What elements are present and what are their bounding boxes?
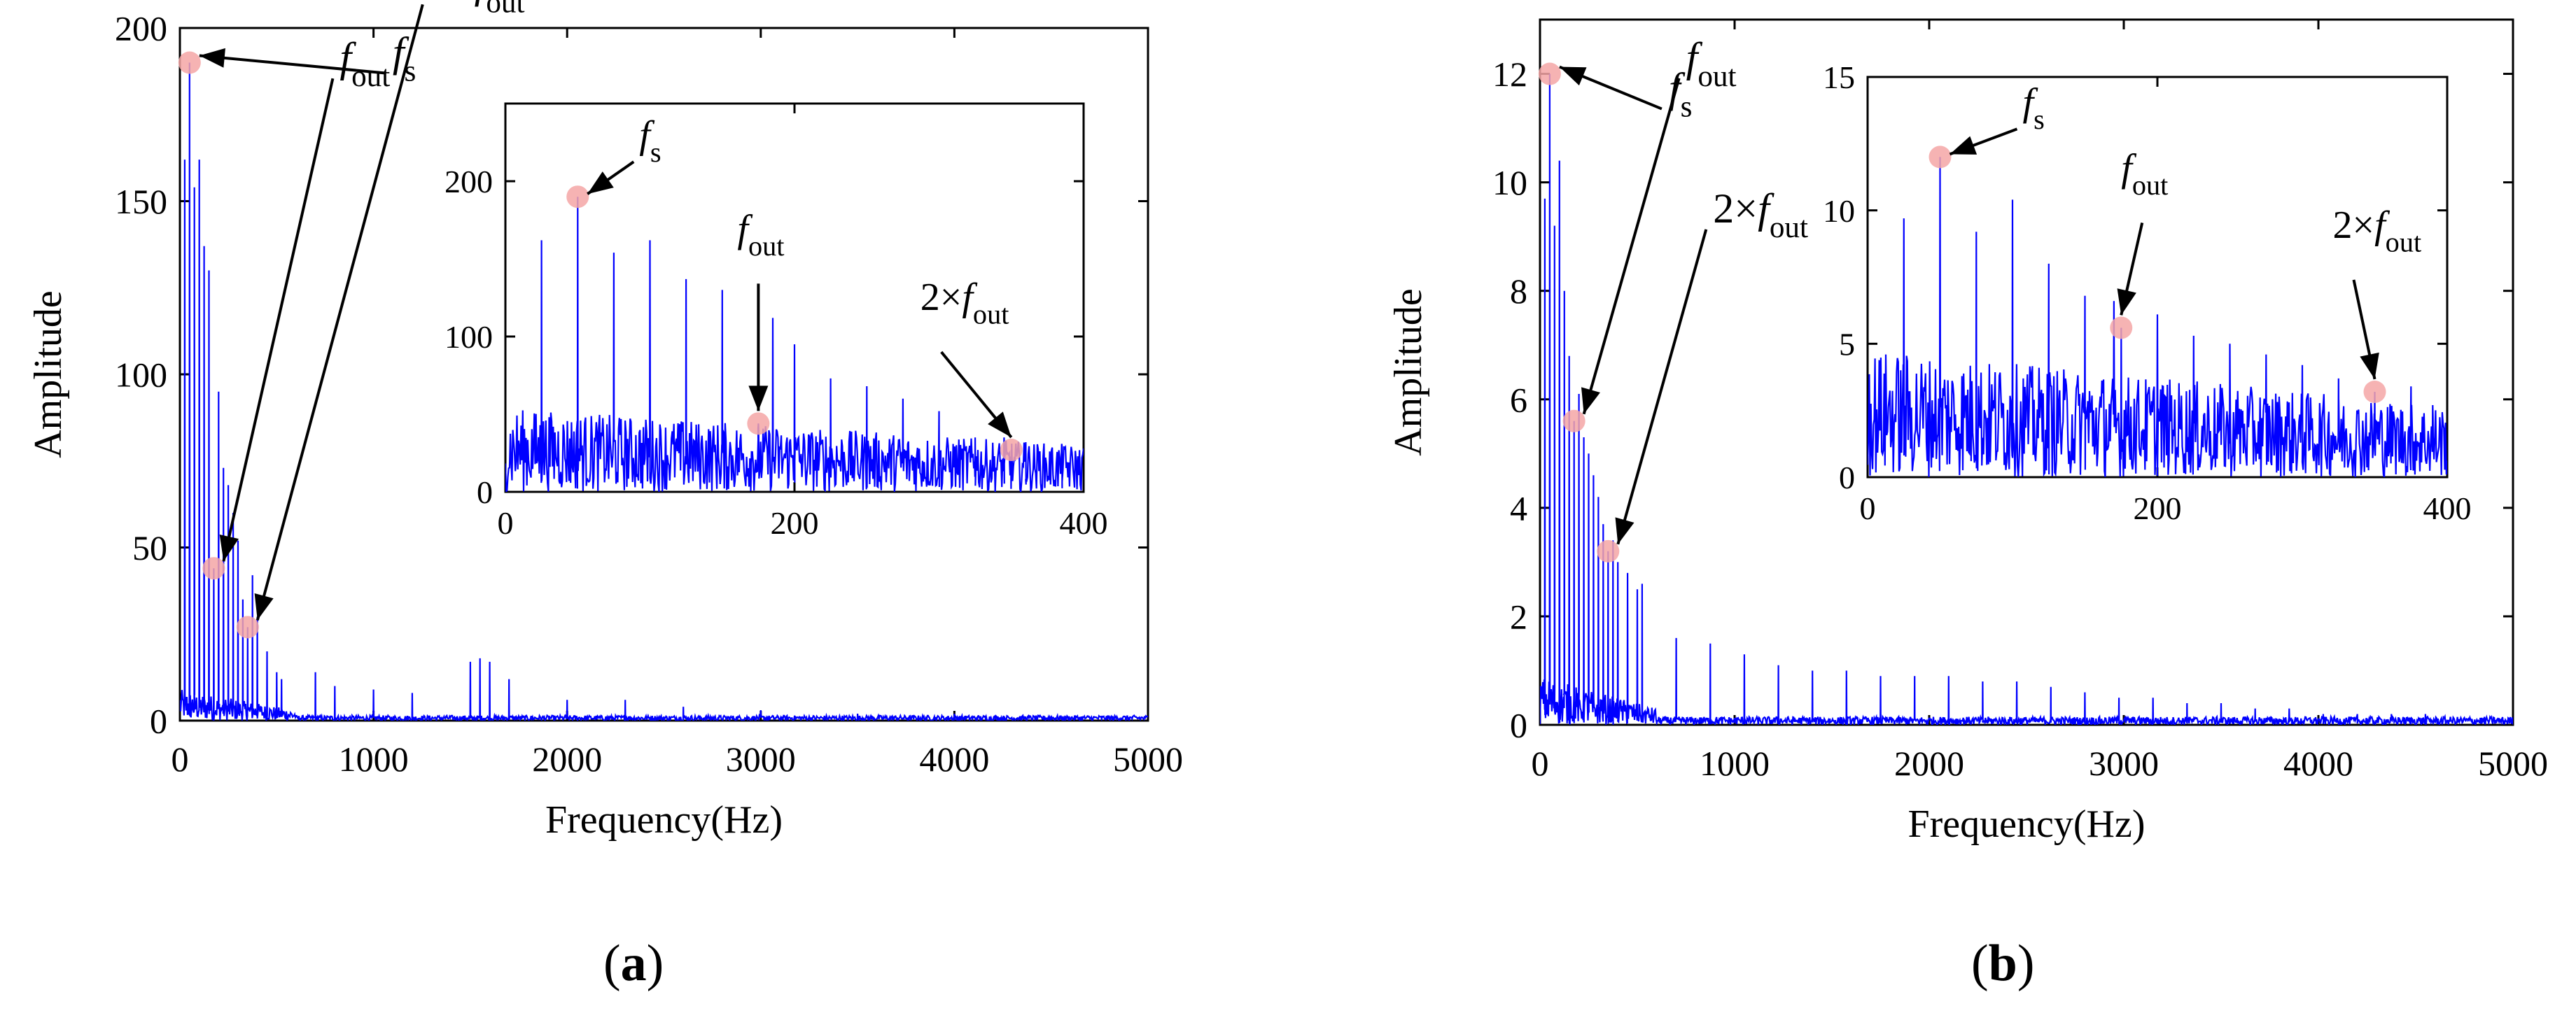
- panel-b-inset-xtick-label: 400: [2423, 490, 2472, 526]
- caption-b: (b): [1971, 935, 2035, 992]
- panel-a-inset-anno-label-1: fout: [737, 207, 784, 262]
- panel-b-xtick-label: 5000: [2478, 744, 2548, 783]
- panel-b-ytick-label: 12: [1492, 55, 1527, 94]
- panel-a-ytick-label: 150: [115, 182, 167, 221]
- panel-a-xlabel: Frequency(Hz): [545, 798, 783, 842]
- panel-a-inset-ytick-label: 100: [444, 319, 493, 355]
- panel-a-marker-0: [178, 51, 201, 74]
- panel-b-arrow-2-head: [1615, 517, 1634, 544]
- panel-a-xtick-label: 3000: [726, 740, 796, 779]
- panel-a-inset-arrow-1-head: [748, 386, 769, 411]
- panel-b-xtick-label: 1000: [1700, 744, 1770, 783]
- panel-b-xtick-label: 0: [1532, 744, 1549, 783]
- panel-b-arrow-0-head: [1559, 66, 1587, 86]
- panel-b-inset-arrow-0-head: [1949, 136, 1977, 155]
- panel-a-inset-marker-2: [1000, 439, 1023, 462]
- panel-b-ytick-label: 8: [1510, 271, 1527, 311]
- panel-a-inset-series-line: [505, 197, 1084, 492]
- panel-b-inset-arrow-2-head: [2360, 352, 2379, 379]
- panel-b-xtick-label: 2000: [1894, 744, 1964, 783]
- panel-b-xtick-label: 4000: [2283, 744, 2353, 783]
- panel-b-inset-marker-1: [2110, 316, 2133, 339]
- panel-a-ytick-label: 50: [132, 528, 167, 567]
- panel-a-inset-anno-label-2: 2×fout: [920, 276, 1009, 330]
- panel-a-anno-label-2: 2×fout: [430, 0, 525, 19]
- panel-b-anno-label-1: fout: [1686, 34, 1737, 93]
- panel-a-arrow-1-line: [222, 78, 335, 562]
- panel-a-arrow-2-line: [255, 3, 424, 621]
- panel-b-xtick-label: 3000: [2089, 744, 2159, 783]
- panel-a-xtick-label: 5000: [1113, 740, 1183, 779]
- panel-a-xtick-label: 0: [172, 740, 189, 779]
- panel-a-arrow-2-head: [254, 593, 274, 621]
- panel-b-arrow-1-line: [1582, 78, 1681, 415]
- panel-a-ytick-label: 200: [115, 9, 167, 48]
- panel-a-inset-ytick-label: 200: [444, 164, 493, 199]
- panel-a-inset-arrow-0-head: [587, 171, 614, 195]
- panel-a-xtick-label: 2000: [532, 740, 602, 779]
- panel-a-anno-label-1: fout: [340, 34, 390, 93]
- panel-a-inset-xtick-label: 200: [771, 505, 819, 541]
- panel-a-inset-marker-1: [747, 412, 770, 435]
- panel-b-inset-xtick-label: 0: [1860, 490, 1876, 526]
- panel-b-inset-marker-0: [1928, 146, 1952, 169]
- panel-b-marker-0: [1538, 62, 1561, 85]
- panel-b-anno-label-2: 2×fout: [1713, 185, 1808, 244]
- panel-b-inset-arrow-1-head: [2117, 288, 2136, 316]
- panel-a-inset-arrow-2-head: [988, 411, 1011, 438]
- panel-b: 0 1000 2000 3000 4000 5000024681012Frequency(…: [1387, 18, 2548, 846]
- panel-b-arrow-2-line: [1616, 229, 1708, 545]
- panel-b-xlabel: Frequency(Hz): [1908, 803, 2146, 846]
- panel-b-ytick-label: 6: [1510, 380, 1527, 419]
- panel-a-inset-xtick-label: 0: [498, 505, 514, 541]
- panel-a: 0 1000 2000 3000 4000 5000050100150200Frequen…: [27, 0, 1183, 842]
- panel-a-inset-marker-0: [566, 185, 589, 208]
- panel-b-series-line: [1540, 73, 2513, 725]
- panel-b-inset-marker-2: [2363, 380, 2386, 403]
- panel-b-ytick-label: 4: [1510, 488, 1527, 528]
- panel-a-arrow-0-head: [199, 48, 225, 68]
- panel-b-arrow-1-head: [1581, 387, 1600, 414]
- panel-b-marker-1: [1562, 409, 1586, 432]
- panel-a-marker-1: [202, 557, 225, 580]
- panel-a-ytick-label: 100: [115, 355, 167, 395]
- panel-b-inset-ytick-label: 15: [1823, 59, 1855, 95]
- panel-b-ylabel: Amplitude: [1387, 288, 1430, 456]
- panel-a-xtick-label: 4000: [919, 740, 989, 779]
- panel-b-inset-xtick-label: 200: [2134, 490, 2182, 526]
- panel-b-marker-2: [1597, 539, 1620, 563]
- panel-a-inset-ytick-label: 0: [477, 474, 493, 510]
- panel-a-xtick-label: 1000: [339, 740, 409, 779]
- panel-a-ytick-label: 0: [150, 702, 167, 741]
- caption-a: (a): [603, 935, 664, 992]
- panel-a-ylabel: Amplitude: [27, 290, 70, 458]
- panel-a-arrow-1-head: [219, 534, 239, 562]
- panel-b-ytick-label: 10: [1492, 163, 1527, 202]
- panel-a-inset-xtick-label: 400: [1060, 505, 1108, 541]
- panel-a-marker-2: [236, 616, 259, 639]
- panel-b-ytick-label: 0: [1510, 706, 1527, 745]
- panel-b-inset-series-line: [1868, 157, 2447, 477]
- panel-b-axes-box: [1539, 18, 2514, 726]
- panel-a-series-line: [180, 62, 1148, 721]
- panel-b-ytick-label: 2: [1510, 597, 1527, 636]
- panel-a-arrow-0-line: [199, 54, 386, 75]
- panel-b-inset-ytick-label: 5: [1839, 326, 1855, 362]
- panel-b-inset-ytick-label: 10: [1823, 193, 1855, 229]
- panel-b-inset-ytick-label: 0: [1839, 460, 1855, 495]
